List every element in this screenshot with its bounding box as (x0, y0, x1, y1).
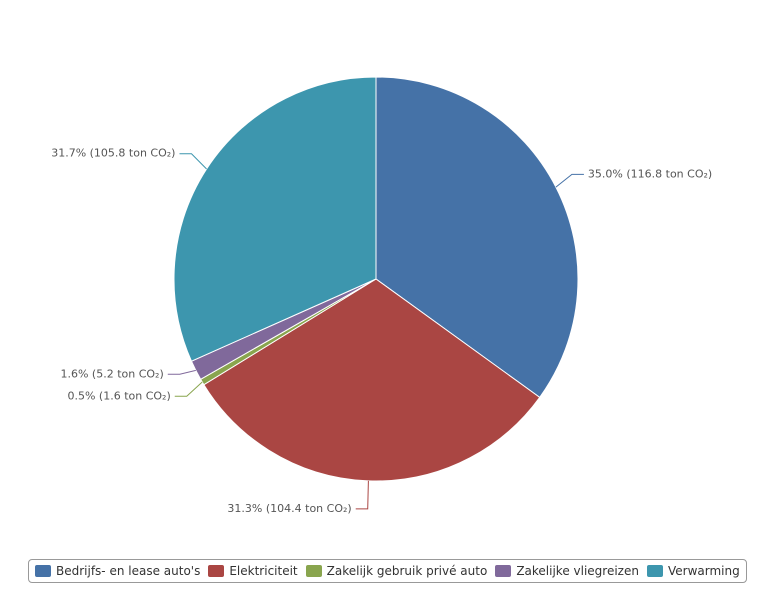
label-connector (167, 369, 196, 375)
legend-swatch (646, 565, 663, 577)
legend-label: Zakelijke vliegreizen (516, 564, 639, 578)
legend-swatch (495, 565, 512, 577)
legend-swatch (305, 565, 322, 577)
legend-item[interactable]: Verwarming (646, 564, 740, 578)
label-connector (355, 480, 369, 510)
legend-label: Elektriciteit (229, 564, 298, 578)
legend-label: Bedrijfs- en lease auto's (56, 564, 201, 578)
data-label: 35.0% (116.8 ton CO₂) (588, 167, 712, 180)
data-label: 31.7% (105.8 ton CO₂) (51, 147, 175, 160)
data-label: 31.3% (104.4 ton CO₂) (227, 502, 351, 515)
label-connector (555, 173, 584, 188)
legend-label: Zakelijk gebruik privé auto (326, 564, 488, 578)
pie-area: 35.0% (116.8 ton CO₂) 31.3% (104.4 ton CO… (51, 76, 712, 515)
legend-label: Verwarming (667, 564, 740, 578)
legend-item[interactable]: Elektriciteit (208, 564, 298, 578)
data-label: 1.6% (5.2 ton CO₂) (60, 367, 163, 380)
legend: Bedrijfs- en lease auto's Elektriciteit Za… (28, 559, 747, 583)
pie-slice (375, 76, 579, 399)
legend-swatch (35, 565, 51, 577)
legend-item[interactable]: Zakelijk gebruik privé auto (305, 564, 488, 578)
data-label: 0.5% (1.6 ton CO₂) (67, 389, 170, 402)
legend-item[interactable]: Zakelijke vliegreizen (495, 564, 639, 578)
legend-swatch (208, 565, 225, 577)
legend-item[interactable]: Bedrijfs- en lease auto's (35, 564, 200, 578)
label-connector (174, 381, 203, 397)
label-connector (179, 153, 207, 170)
